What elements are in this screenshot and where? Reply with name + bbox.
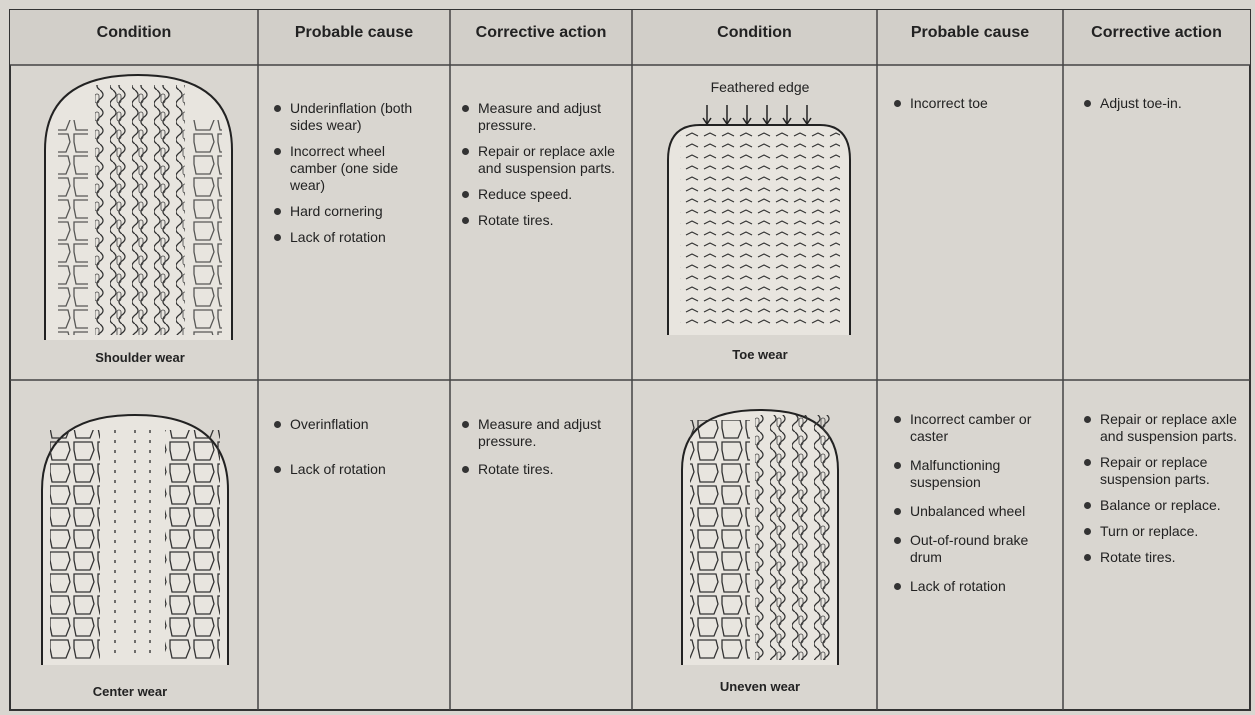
bullet-item: Underinflation (both sides wear) xyxy=(272,100,432,134)
bullet-item: Reduce speed. xyxy=(460,186,620,203)
bullet-list: Underinflation (both sides wear) Incorrec… xyxy=(272,100,432,255)
bullet-item: Rotate tires. xyxy=(1082,549,1242,566)
bullet-item: Repair or replace axle and suspension pa… xyxy=(1082,411,1242,445)
caption: Toe wear xyxy=(732,347,788,362)
tire-illustration xyxy=(41,413,229,665)
tire-illustration xyxy=(681,408,839,665)
column-header: Probable cause xyxy=(294,24,414,41)
bullet-item: Rotate tires. xyxy=(460,461,620,478)
caption: Shoulder wear xyxy=(95,350,185,365)
bullet-list: Repair or replace axle and suspension pa… xyxy=(1082,411,1242,575)
bullet-item: Lack of rotation xyxy=(272,461,432,478)
bullet-item: Incorrect toe xyxy=(892,95,1052,112)
header-band xyxy=(10,10,1250,65)
bullet-item: Incorrect camber or caster xyxy=(892,411,1042,445)
bullet-list: Adjust toe-in. xyxy=(1082,95,1242,121)
bullet-item: Lack of rotation xyxy=(892,578,1042,595)
bullet-item: Overinflation xyxy=(272,416,432,433)
column-header: Probable cause xyxy=(910,24,1030,41)
column-header: Condition xyxy=(96,24,172,41)
bullet-item: Out-of-round brake drum xyxy=(892,532,1042,566)
bullet-item: Repair or replace suspension parts. xyxy=(1082,454,1242,488)
bullet-item: Measure and adjust pressure. xyxy=(460,416,620,450)
bullet-item: Malfunctioning suspension xyxy=(892,457,1042,491)
bullet-list: Incorrect camber or caster Malfunctioning… xyxy=(892,411,1042,607)
bullet-list: Measure and adjust pressure. Rotate tires… xyxy=(460,416,620,489)
bullet-list: Incorrect toe xyxy=(892,95,1052,121)
bullet-item: Turn or replace. xyxy=(1082,523,1242,540)
column-header: Corrective action xyxy=(1091,24,1222,41)
bullet-item: Repair or replace axle and suspension pa… xyxy=(460,143,620,177)
bullet-item: Adjust toe-in. xyxy=(1082,95,1242,112)
caption: Center wear xyxy=(92,684,168,699)
bullet-item: Hard cornering xyxy=(272,203,432,220)
bullet-item: Unbalanced wheel xyxy=(892,503,1042,520)
bullet-item: Balance or replace. xyxy=(1082,497,1242,514)
bullet-item: Incorrect wheel camber (one side wear) xyxy=(272,143,432,194)
bullet-list: Measure and adjust pressure. Repair or re… xyxy=(460,100,620,238)
bullet-item: Lack of rotation xyxy=(272,229,432,246)
bullet-item: Rotate tires. xyxy=(460,212,620,229)
illustration-label: Feathered edge xyxy=(710,79,810,95)
tire-illustration xyxy=(44,73,233,340)
bullet-item: Measure and adjust pressure. xyxy=(460,100,620,134)
column-header: Condition xyxy=(717,24,792,41)
column-header: Corrective action xyxy=(475,24,607,41)
caption: Uneven wear xyxy=(719,679,801,694)
tire-illustration xyxy=(667,105,851,335)
bullet-list: Overinflation Lack of rotation xyxy=(272,416,432,506)
